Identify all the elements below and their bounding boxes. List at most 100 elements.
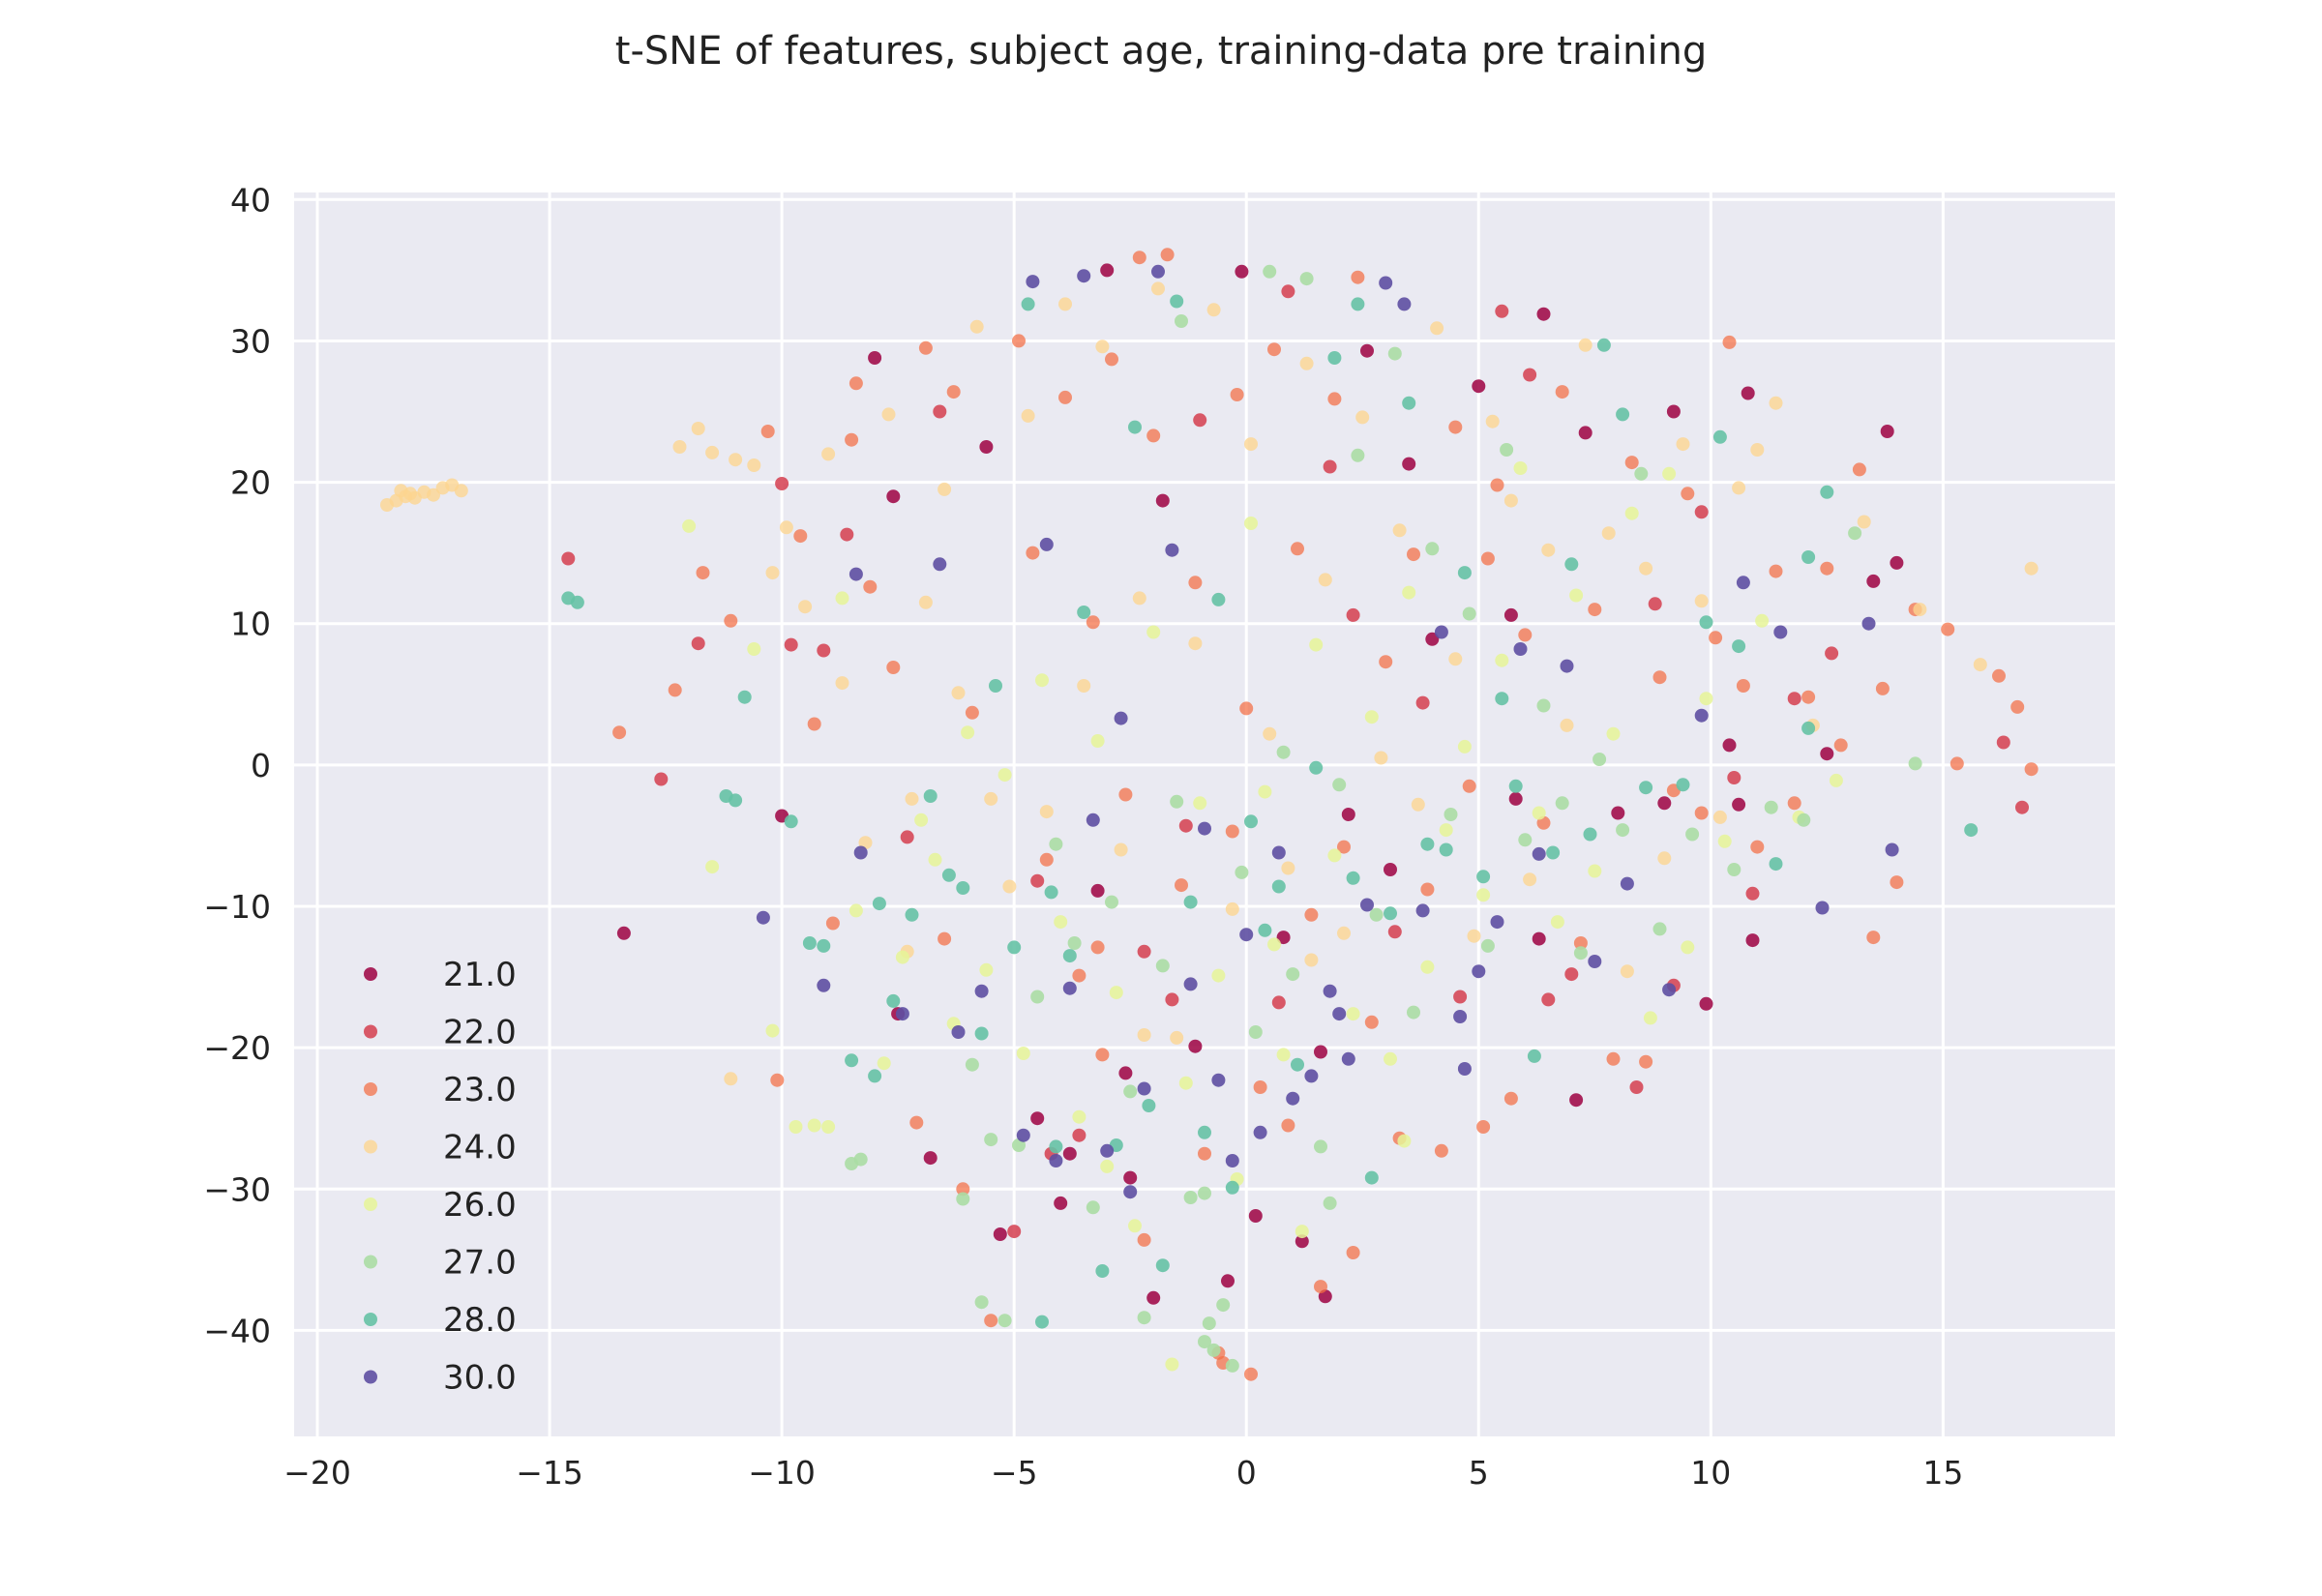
data-point [1211, 968, 1226, 983]
data-point [1346, 1007, 1360, 1021]
data-point [868, 351, 882, 365]
x-axis-ticks: −20 −15 −10 −5 0 5 10 15 [283, 1454, 1963, 1492]
data-point [1304, 907, 1319, 922]
data-point [1732, 639, 1746, 654]
data-point [1211, 1073, 1226, 1087]
data-point [1624, 506, 1639, 520]
data-point [1453, 1010, 1468, 1023]
data-point [1639, 781, 1653, 795]
data-point [946, 385, 961, 399]
data-point [1058, 297, 1072, 311]
data-point [1825, 646, 1839, 661]
data-point [848, 376, 863, 391]
data-point [1773, 625, 1788, 639]
data-point [784, 814, 798, 829]
data-point [1271, 879, 1286, 894]
data-point [1327, 351, 1342, 365]
data-point [1198, 1146, 1211, 1161]
data-point [1769, 857, 1783, 872]
data-point [1039, 805, 1054, 819]
y-tick-label: −30 [203, 1170, 271, 1208]
plot-area [294, 192, 2115, 1436]
data-point [1616, 823, 1630, 838]
y-tick-label: 40 [230, 181, 271, 219]
data-point [1420, 882, 1435, 897]
data-point [1309, 637, 1324, 652]
data-point [1913, 603, 1927, 617]
data-point [1221, 1274, 1235, 1288]
data-point [1299, 272, 1314, 286]
data-point [1244, 517, 1258, 530]
data-point [1750, 840, 1765, 854]
data-point [1193, 796, 1207, 811]
data-point [1291, 1057, 1304, 1072]
data-point [1049, 837, 1063, 851]
data-point [1286, 967, 1300, 982]
data-point [1402, 585, 1416, 600]
data-point [1239, 701, 1254, 716]
data-point [1295, 1225, 1309, 1239]
data-point [1681, 487, 1695, 501]
data-point [1235, 264, 1249, 279]
data-point [997, 768, 1012, 783]
data-point [1198, 1335, 1211, 1349]
data-point [1513, 642, 1528, 656]
data-point [1105, 352, 1118, 367]
data-point [1755, 613, 1770, 628]
data-point [1829, 773, 1843, 787]
data-point [1183, 1191, 1198, 1204]
data-point [1588, 955, 1602, 968]
data-point [1787, 692, 1801, 706]
data-point [1732, 481, 1746, 495]
data-point [956, 1192, 970, 1206]
data-point [1281, 861, 1295, 875]
data-point [1453, 990, 1468, 1004]
data-point [1364, 1015, 1379, 1029]
data-point [965, 705, 979, 720]
data-point [1225, 824, 1239, 839]
data-point [997, 1314, 1012, 1328]
data-point [1420, 960, 1435, 974]
data-point [1271, 995, 1286, 1010]
data-point [1518, 833, 1533, 847]
data-point [1276, 1048, 1291, 1062]
data-point [1397, 1134, 1412, 1148]
data-point [1662, 466, 1677, 481]
legend-marker [364, 967, 377, 981]
data-point [1434, 625, 1448, 639]
data-point [900, 830, 914, 844]
data-point [989, 679, 1002, 693]
data-point [1532, 931, 1546, 946]
series-22.0 [561, 284, 2029, 1239]
data-point [1198, 1125, 1211, 1139]
data-point [835, 591, 849, 606]
data-point [1787, 796, 1801, 811]
data-point [705, 445, 720, 459]
data-point [1750, 443, 1765, 457]
data-point [779, 520, 793, 535]
data-point [1593, 753, 1607, 766]
data-point [1267, 342, 1281, 357]
legend-label: 24.0 [443, 1129, 517, 1167]
data-point [1480, 551, 1495, 566]
data-point [1430, 321, 1444, 336]
data-point [1369, 907, 1384, 922]
data-point [1541, 992, 1556, 1007]
data-point [1178, 1076, 1193, 1090]
data-point [1299, 356, 1314, 370]
data-point [1030, 1111, 1045, 1126]
data-point [1054, 1196, 1068, 1210]
data-point [747, 458, 761, 472]
data-point [1198, 1186, 1211, 1200]
data-point [1090, 883, 1105, 898]
data-point [1263, 264, 1277, 279]
data-point [1694, 708, 1709, 723]
data-point [1346, 871, 1360, 885]
legend-marker [364, 1370, 377, 1384]
data-point [1077, 606, 1091, 619]
data-point [933, 557, 947, 572]
data-point [1323, 1196, 1337, 1210]
data-point [1198, 821, 1211, 836]
data-point [909, 1115, 924, 1130]
data-point [1411, 797, 1425, 812]
